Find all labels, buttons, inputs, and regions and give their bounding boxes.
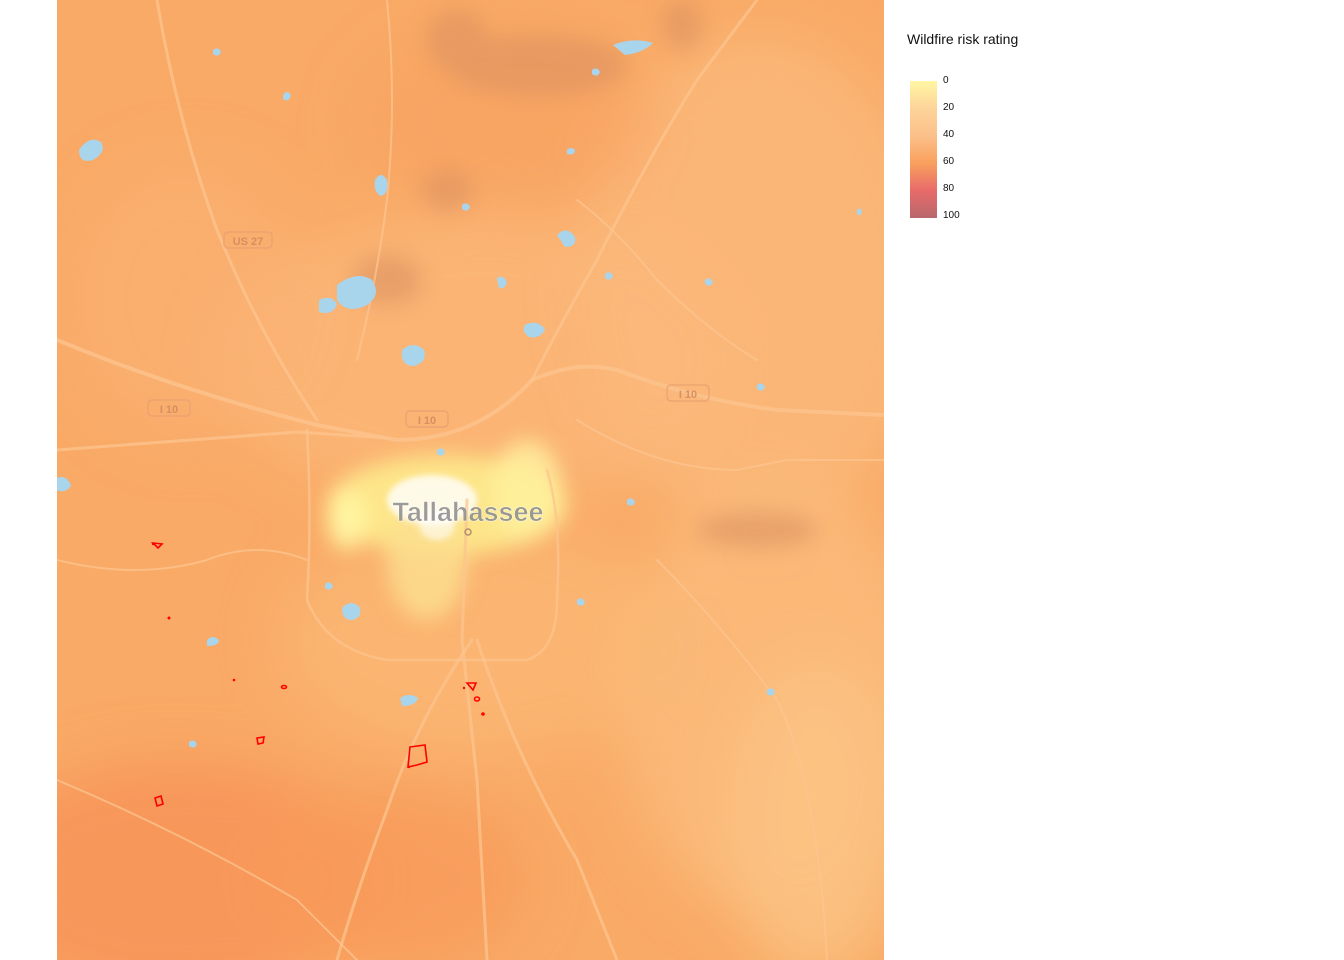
fire-perimeter [465, 682, 478, 692]
city-marker [464, 528, 472, 536]
fire-point [462, 686, 466, 690]
road-shield-i10-center-label: I 10 [418, 415, 436, 427]
fire-perimeter [154, 794, 164, 808]
fire-points [151, 542, 485, 769]
legend-tick-0: 0 [943, 75, 949, 86]
road-shield-i10-center: I 10 [405, 410, 449, 428]
wildfire-risk-map[interactable]: US 27 I 10 I 10 I 10 Tallahassee [57, 0, 884, 960]
fire-perimeters [150, 541, 481, 808]
legend-tick-20: 20 [943, 102, 955, 113]
fire-perimeter [280, 684, 288, 690]
urban-core [387, 475, 477, 540]
road-shield-i10-west: I 10 [147, 399, 191, 417]
fire-perimeter [407, 744, 428, 769]
fire-point [407, 765, 411, 769]
fire-point [167, 616, 171, 620]
lake-basins [352, 0, 817, 548]
fire-perimeter [256, 736, 265, 745]
fire-perimeter [150, 541, 164, 550]
city-label-tallahassee: Tallahassee [392, 497, 543, 527]
fire-point [481, 712, 485, 716]
legend-tick-60: 60 [943, 156, 955, 167]
legend-tick-40: 40 [943, 129, 955, 140]
road-shield-i10-east: I 10 [666, 384, 710, 402]
fire-perimeter [473, 696, 481, 702]
road-shield-us27: US 27 [223, 231, 273, 249]
road-shields: US 27 I 10 I 10 I 10 [147, 231, 710, 428]
road-shield-i10-west-label: I 10 [160, 404, 178, 416]
road-shield-us27-label: US 27 [233, 236, 264, 248]
legend-tick-80: 80 [943, 183, 955, 194]
fire-point [151, 542, 155, 546]
road-network [57, 0, 884, 960]
legend-color-bar [910, 81, 937, 218]
water-bodies [57, 40, 862, 748]
legend-title: Wildfire risk rating [907, 31, 1019, 47]
road-shield-i10-east-label: I 10 [679, 389, 697, 401]
legend-tick-100: 100 [943, 210, 960, 221]
fire-point [232, 678, 236, 682]
